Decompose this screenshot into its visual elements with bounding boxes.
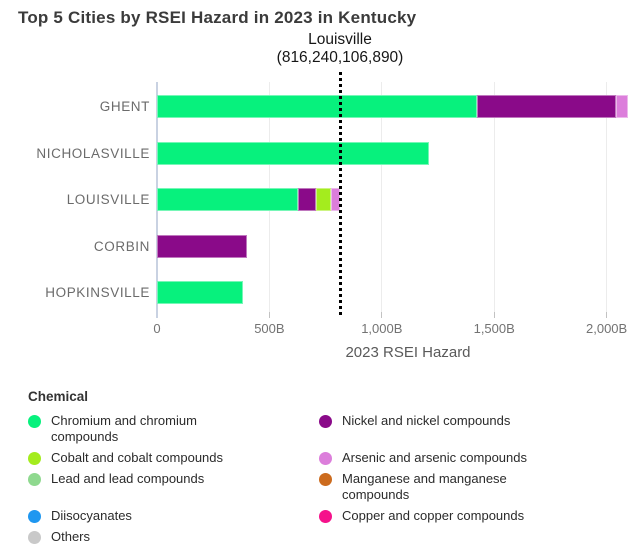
legend-item[interactable]: Lead and lead compounds bbox=[28, 471, 319, 503]
category-label: CORBIN bbox=[93, 238, 150, 254]
axis-tick-label: 1,000B bbox=[361, 321, 403, 336]
legend-item[interactable]: Others bbox=[28, 529, 319, 545]
legend-color-swatch bbox=[28, 510, 41, 523]
legend-empty-cell bbox=[319, 529, 619, 545]
legend-item-label: Cobalt and cobalt compounds bbox=[51, 450, 224, 465]
axis-tick bbox=[493, 312, 495, 318]
axis-tick-label: 2,000B bbox=[585, 321, 628, 336]
gridline bbox=[606, 82, 608, 312]
legend-color-swatch bbox=[28, 415, 41, 428]
bar-segment[interactable] bbox=[157, 95, 478, 118]
reference-line-annotation: Louisville (816,240,106,890) bbox=[277, 31, 404, 67]
legend-color-swatch bbox=[319, 415, 332, 428]
legend-item-label: Nickel and nickel compounds bbox=[342, 413, 511, 428]
legend-item-label: Diisocyanates bbox=[51, 508, 132, 523]
legend-item-label: Others bbox=[51, 529, 91, 544]
legend-color-swatch bbox=[319, 473, 332, 486]
reference-line-city-label: Louisville bbox=[308, 31, 372, 48]
bar-segment[interactable] bbox=[616, 95, 628, 118]
legend-color-swatch bbox=[28, 473, 41, 486]
gridline bbox=[493, 82, 495, 312]
legend-item[interactable]: Cobalt and cobalt compounds bbox=[28, 450, 319, 466]
bar-segment[interactable] bbox=[157, 141, 429, 165]
axis-tick-label: 0 bbox=[153, 321, 161, 336]
legend-item-label: Arsenic and arsenic compounds bbox=[342, 450, 527, 465]
legend-item-label: Chromium and chromium compounds bbox=[51, 413, 197, 444]
axis-tick bbox=[268, 312, 270, 318]
axis-tick bbox=[606, 312, 608, 318]
legend-item[interactable]: Chromium and chromium compounds bbox=[28, 413, 319, 445]
legend-item-label: Copper and copper compounds bbox=[342, 508, 525, 523]
reference-line-value-label: (816,240,106,890) bbox=[276, 49, 404, 66]
category-label: NICHOLASVILLE bbox=[36, 145, 150, 161]
legend-item[interactable]: Arsenic and arsenic compounds bbox=[319, 450, 619, 466]
bar-segment[interactable] bbox=[157, 188, 299, 211]
legend-item[interactable]: Manganese and manganese compounds bbox=[319, 471, 619, 503]
legend-item-label: Lead and lead compounds bbox=[51, 471, 205, 486]
axis-tick-label: 1,500B bbox=[473, 321, 515, 336]
legend: Chromium and chromium compounds Nickel an… bbox=[28, 413, 628, 545]
category-label: LOUISVILLE bbox=[66, 192, 150, 207]
legend-item[interactable]: Copper and copper compounds bbox=[319, 508, 619, 524]
legend-item[interactable]: Diisocyanates bbox=[28, 508, 319, 524]
category-label: HOPKINSVILLE bbox=[45, 285, 150, 300]
legend-title: Chemical bbox=[28, 389, 89, 404]
bar-segment[interactable] bbox=[316, 188, 332, 211]
bar-segment[interactable] bbox=[157, 234, 247, 258]
y-axis-line bbox=[155, 82, 158, 318]
axis-tick bbox=[381, 312, 383, 318]
category-label: GHENT bbox=[99, 99, 150, 114]
reference-line bbox=[338, 72, 342, 318]
legend-item[interactable]: Nickel and nickel compounds bbox=[319, 413, 619, 445]
legend-color-swatch bbox=[28, 452, 41, 465]
legend-item-label: Manganese and manganese compounds bbox=[342, 471, 507, 502]
legend-color-swatch bbox=[319, 452, 332, 465]
bar-segment[interactable] bbox=[298, 188, 317, 211]
legend-color-swatch bbox=[28, 531, 41, 544]
chart-title: Top 5 Cities by RSEI Hazard in 2023 in K… bbox=[18, 8, 417, 27]
x-axis-title: 2023 RSEI Hazard bbox=[345, 344, 471, 361]
bar-segment[interactable] bbox=[477, 95, 617, 118]
bar-segment[interactable] bbox=[331, 188, 341, 211]
axis-tick-label: 500B bbox=[254, 321, 285, 336]
gridline bbox=[381, 82, 383, 312]
legend-color-swatch bbox=[319, 510, 332, 523]
bar-segment[interactable] bbox=[157, 281, 244, 304]
